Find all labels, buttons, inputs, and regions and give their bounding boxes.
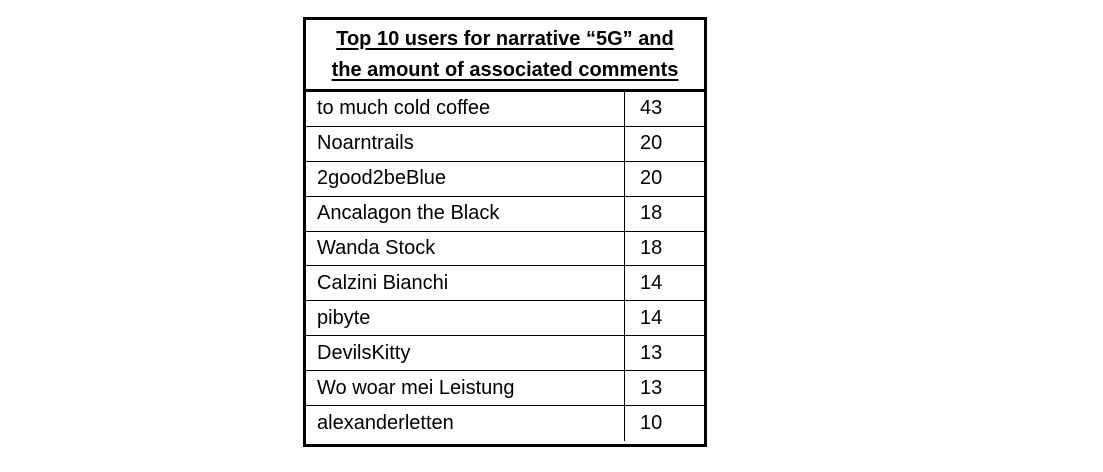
table-title: Top 10 users for narrative “5G” and the … [306, 20, 704, 92]
comment-count-cell: 14 [640, 306, 663, 329]
table-row: Ancalagon the Black 18 [306, 196, 704, 232]
comment-count-cell: 10 [640, 411, 663, 434]
table-title-line-1: Top 10 users for narrative “5G” and [336, 27, 674, 50]
table-title-line-2: the amount of associated comments [331, 58, 679, 81]
user-name-cell: DevilsKitty [306, 336, 625, 371]
table-row: pibyte 14 [306, 301, 704, 337]
comment-count-cell: 20 [640, 132, 663, 155]
table-row: 2good2beBlue 20 [306, 161, 704, 197]
table-row: to much cold coffee 43 [306, 92, 704, 127]
table-row: Wo woar mei Leistung 13 [306, 371, 704, 407]
table-row: DevilsKitty 13 [306, 336, 704, 372]
comment-count-cell: 13 [640, 341, 663, 364]
comment-count-cell: 18 [640, 202, 663, 225]
user-name-cell: alexanderletten [306, 406, 625, 441]
user-name-cell: Noarntrails [306, 126, 625, 161]
comment-count-cell: 20 [640, 167, 663, 190]
user-name-cell: to much cold coffee [306, 92, 625, 126]
comment-count-cell: 14 [640, 271, 663, 294]
comment-count-cell: 43 [640, 97, 663, 120]
table-row: Calzini Bianchi 14 [306, 266, 704, 302]
table-row: alexanderletten 10 [306, 406, 704, 441]
table-body: to much cold coffee 43 Noarntrails 20 2g… [306, 92, 704, 441]
user-name-cell: pibyte [306, 301, 625, 336]
comment-count-cell: 13 [640, 376, 663, 399]
table-row: Noarntrails 20 [306, 126, 704, 162]
top-users-table: Top 10 users for narrative “5G” and the … [303, 17, 707, 447]
user-name-cell: Calzini Bianchi [306, 266, 625, 301]
user-name-cell: Wanda Stock [306, 231, 625, 266]
user-name-cell: Ancalagon the Black [306, 196, 625, 231]
table-row: Wanda Stock 18 [306, 231, 704, 267]
user-name-cell: Wo woar mei Leistung [306, 371, 625, 406]
user-name-cell: 2good2beBlue [306, 161, 625, 196]
comment-count-cell: 18 [640, 237, 663, 259]
